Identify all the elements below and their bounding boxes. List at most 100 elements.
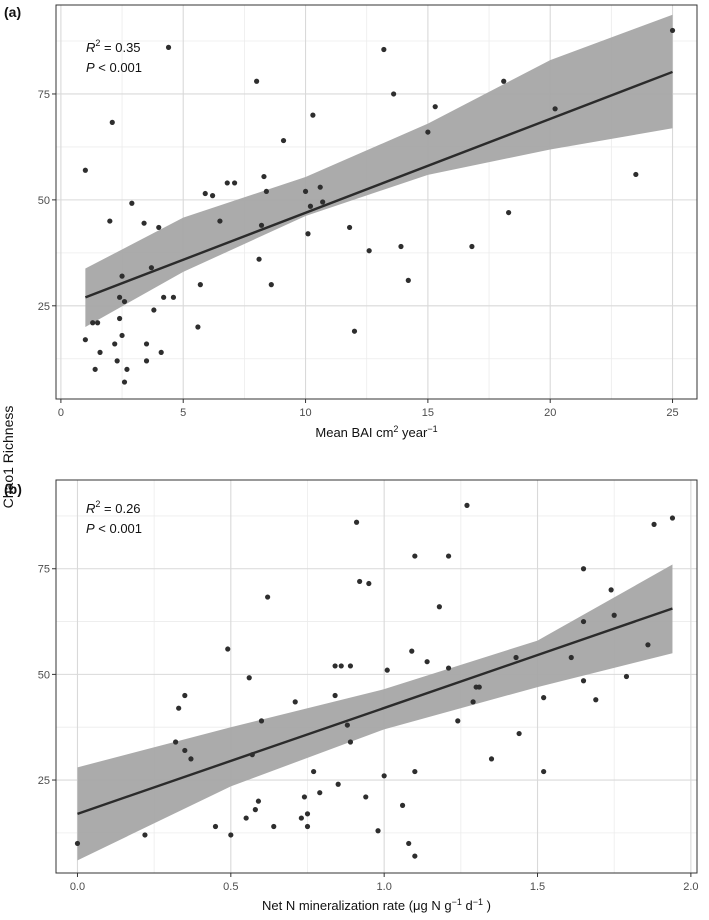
confidence-band [85,14,673,327]
data-point [593,697,599,703]
r-squared-annotation: R2 = 0.26 [86,499,141,516]
x-tick-label: 5 [180,407,186,419]
data-point [255,798,262,804]
data-point [470,699,476,705]
data-point [195,324,201,330]
x-tick-label: 25 [666,407,678,419]
data-point [384,667,390,673]
data-point [335,781,341,787]
data-point [363,794,369,800]
data-point [176,705,182,711]
data-point [409,648,415,654]
y-tick-label: 75 [38,564,50,576]
data-point [231,180,238,186]
data-point [633,171,639,178]
data-point [608,587,614,593]
data-point [74,840,81,847]
data-point [117,315,123,322]
data-point [464,502,470,508]
data-point [112,341,118,347]
data-point [90,320,96,326]
data-point [501,78,507,84]
data-point [552,106,558,112]
data-point [225,646,231,652]
data-point [109,119,115,125]
data-point [268,282,274,288]
data-point [311,768,317,775]
data-point [580,566,587,572]
data-point [119,332,125,339]
data-point [391,91,397,97]
p-value-annotation: P < 0.001 [86,60,142,75]
panel-border [55,4,698,400]
data-point [645,642,651,648]
y-tick-label: 25 [38,301,50,313]
data-point [197,282,203,288]
data-point [506,209,512,216]
data-point [252,807,258,813]
data-point [405,277,411,283]
panel-label: (b) [4,481,22,497]
data-point [366,248,372,254]
x-axis-label: Mean BAI cm2 year−1 [315,424,437,440]
data-point [623,673,630,680]
data-point [375,828,381,834]
data-point [121,379,128,385]
data-point [82,167,88,173]
data-point [469,243,475,250]
data-point [346,224,353,231]
data-point [188,756,194,762]
data-point [611,612,617,618]
data-point [381,773,387,779]
data-point [165,44,172,50]
data-point [580,678,587,684]
data-point [436,604,442,610]
data-point [445,665,452,671]
data-point [305,231,311,237]
data-point [651,521,657,527]
data-point [119,273,125,279]
regression-line [77,607,673,815]
data-point [92,366,98,372]
data-point [292,699,298,705]
data-point [156,224,162,231]
y-tick-label: 50 [38,669,50,681]
panel-label: (a) [4,4,21,20]
data-point [425,129,431,135]
data-point [301,794,308,800]
data-point [445,553,452,559]
data-point [366,580,372,587]
x-tick-label: 0.5 [223,881,238,893]
data-point [317,184,323,190]
data-point [97,349,103,355]
data-point [94,320,101,326]
data-point [488,756,495,762]
data-point [351,328,358,334]
data-point [432,104,438,110]
data-point [209,193,216,199]
x-tick-label: 1.5 [530,881,545,893]
data-point [541,768,547,775]
data-point [82,337,88,343]
data-point [541,695,547,701]
x-tick-label: 15 [422,407,434,419]
data-point [347,663,354,669]
x-tick-label: 0.0 [70,881,85,893]
data-point [182,692,188,699]
data-point [580,618,587,625]
x-axis-label: Net N mineralization rate (μg N g−1 d−1 … [262,897,491,913]
data-point [568,654,574,661]
shared-y-axis-label: Chao1 Richness [0,406,16,509]
data-point [143,358,150,364]
y-tick-label: 75 [38,89,50,101]
data-point [332,692,338,699]
data-point [338,663,344,669]
regression-line [84,70,673,299]
data-point [142,832,148,838]
data-point [243,815,249,821]
data-point [302,188,309,195]
data-point [114,358,120,364]
data-point [298,815,304,821]
r-squared-annotation: R2 = 0.35 [86,38,141,55]
